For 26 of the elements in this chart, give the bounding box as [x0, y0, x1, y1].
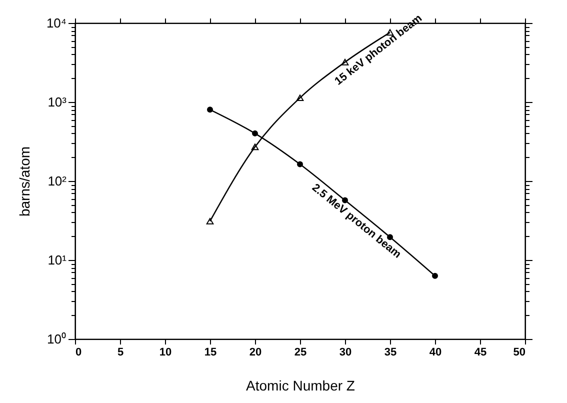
- x-tick-label: 25: [294, 346, 307, 358]
- point: [252, 130, 258, 136]
- y-axis-title: barns/atom: [16, 146, 32, 217]
- point: [296, 94, 304, 102]
- y-tick-label: 10¹: [48, 252, 68, 268]
- x-tick-label: 35: [384, 346, 397, 358]
- point: [251, 144, 259, 150]
- y-tick-label: 10⁴: [46, 16, 66, 30]
- x-tick-label: 30: [339, 346, 352, 358]
- y-tick-label: 10²: [48, 174, 68, 188]
- y-tick-label: 10⁰: [47, 332, 66, 346]
- point: [297, 161, 303, 168]
- x-tick-label: 20: [249, 346, 262, 358]
- point: [207, 106, 213, 113]
- x-tick-label: 40: [429, 346, 442, 358]
- x-tick-label: 45: [474, 346, 487, 358]
- point: [206, 218, 214, 224]
- x-tick-label: 10: [159, 346, 172, 358]
- x-tick-label: 5: [117, 346, 124, 358]
- x-axis-title: Atomic Number Z: [246, 378, 356, 394]
- x-tick-label: 15: [204, 346, 217, 358]
- point: [386, 29, 394, 36]
- point: [432, 272, 438, 279]
- y-tick-label: 10³: [48, 94, 68, 110]
- x-tick-label: 50: [513, 346, 526, 358]
- x-tick-label: 0: [76, 346, 82, 358]
